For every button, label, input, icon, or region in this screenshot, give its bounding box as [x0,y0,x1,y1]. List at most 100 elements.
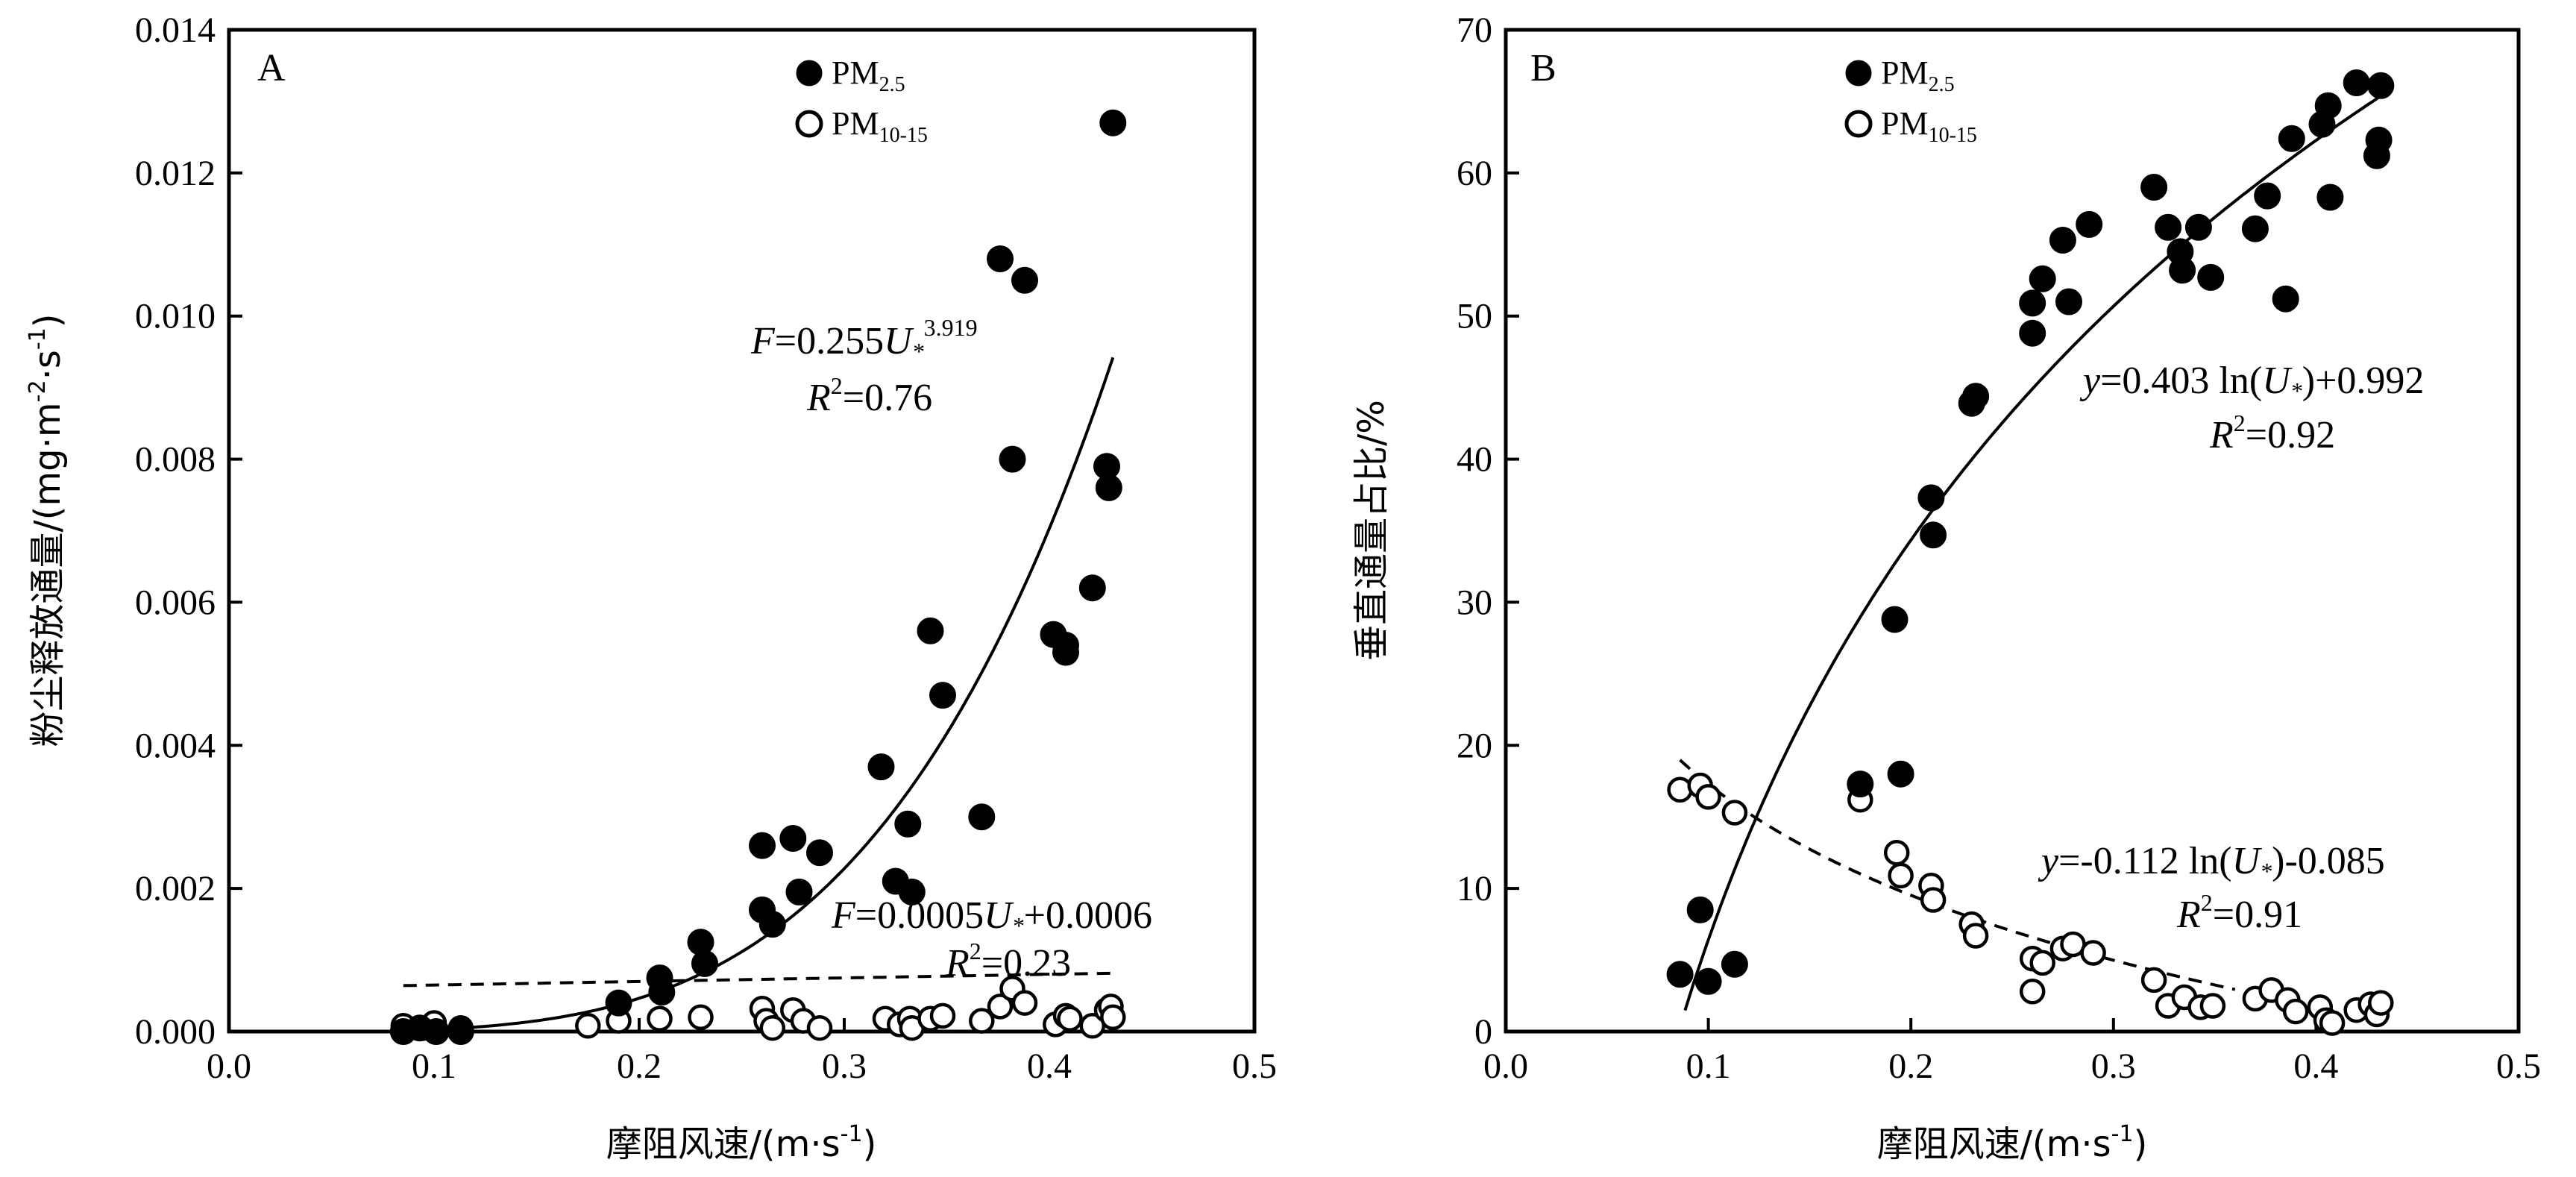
data-point-pm25 [749,832,776,859]
x-title-main: 摩阻风速/(m·s [1877,1123,2111,1165]
panel-b-data-points [1666,69,2395,1036]
data-point-pm1015 [1888,862,1914,889]
data-point-pm25 [2029,265,2056,292]
eq-var: y [2079,360,2101,402]
data-point-pm1015 [759,1014,786,1041]
panel-b-chart: 0.0 0.1 0.2 0.3 0.4 0.5 0 10 20 30 40 50 60 70 B PM2.… [1351,10,2541,1165]
panel-b-legend-marker-pm1015 [1844,110,1873,138]
panel-a-chart: 0.0 0.1 0.2 0.3 0.4 0.5 0.000 0.002 0.004 0.006 0.… [25,10,1277,1165]
data-point-pm25 [806,839,833,867]
eq-rhs: =0.255 [775,320,884,362]
eq-rhs: =0.403 ln( [2100,360,2262,402]
fit-equation-text: F=0.255U*3.919 [750,314,978,365]
x-tick-label: 0.5 [2496,1046,2541,1086]
data-point-pm25 [1095,474,1122,501]
data-point-pm25 [2278,125,2305,152]
legend-pm-subscript: 10-15 [879,124,928,147]
panel-a-tag: A [257,47,286,90]
data-point-pm25 [867,753,895,781]
x-tick-label: 0.2 [1888,1046,1933,1086]
data-point-pm25 [2155,213,2182,241]
panel-b-legend-marker-pm25 [1845,60,1872,87]
eq-var: F [831,894,856,937]
data-point-pm25 [2365,126,2393,154]
eq-u-subscript: * [2260,858,2272,885]
panel-a-plot-frame [227,28,1257,1034]
data-point-pm1015 [647,1005,673,1032]
x-tick-label: 0.4 [1027,1046,1072,1086]
r-exponent: 2 [2234,409,2246,436]
y-tick-label: 20 [1457,726,1492,765]
data-point-pm1015 [969,1008,995,1034]
eq-var: F [750,320,776,362]
r-squared-text: R2=0.91 [2176,889,2302,936]
x-tick-label: 0.5 [1232,1046,1277,1086]
panel-a-legend-label-pm1015: PM10-15 [832,105,928,147]
x-tick-label: 0.1 [412,1046,456,1086]
data-point-pm1015 [2319,1010,2346,1036]
y-title-main: 粉尘释放通量/(mg·m [27,402,69,747]
data-point-pm1015 [1011,990,1038,1016]
data-point-pm1015 [2140,967,2167,994]
panel-b-plot-frame [1504,28,2521,1034]
y-tick-label: 10 [1457,869,1492,908]
data-point-pm25 [987,245,1014,272]
fit-equation-text: y=0.403 ln(U*)+0.992 [2079,360,2424,404]
x-tick-label: 0.0 [207,1046,251,1086]
fit-line-dashed [403,971,1113,988]
data-point-pm25 [1052,638,1079,666]
data-point-pm25 [648,979,676,1006]
data-point-pm1015 [1100,1004,1126,1031]
eq-u: U [884,320,914,362]
panel-a-y-axis-title: 粉尘释放通量/(mg·m-2·s-1) [25,314,69,747]
legend-pm-label: PM [1881,105,1929,142]
panel-b-legend-label-pm1015: PM10-15 [1881,105,1977,147]
r-exponent: 2 [2201,889,2213,916]
data-point-pm25 [2140,174,2168,201]
panel-a-axes: 0.0 0.1 0.2 0.3 0.4 0.5 0.000 0.002 0.004 0.006 0.… [135,10,1277,1086]
data-point-pm25 [2049,227,2076,254]
panel-a-legend-marker-pm1015 [795,110,823,138]
y-title-mid: ·s [27,350,69,380]
panel-b-equation-pm1015: y=-0.112 ln(U*)-0.085 R2=0.91 [2038,840,2385,936]
y-tick-label: 30 [1457,583,1492,622]
data-point-pm25 [2241,215,2269,242]
data-point-pm25 [2055,288,2082,316]
y-tick-label: 0 [1474,1012,1492,1052]
data-point-pm25 [1099,109,1127,136]
x-tick-label: 0.3 [822,1046,867,1086]
eq-rhs: =-0.112 ln( [2058,840,2231,882]
data-point-pm25 [2254,182,2281,210]
panel-a-fit-lines [403,357,1115,1032]
data-point-pm1015 [987,994,1014,1020]
y-tick-label: 0.010 [135,297,216,336]
r-exponent: 2 [831,372,843,399]
data-point-pm25 [2019,289,2046,317]
eq-u-subscript: * [2290,377,2302,404]
legend-pm-label: PM [1881,54,1929,91]
data-point-pm25 [2076,210,2103,238]
eq-u-subscript: * [1012,912,1024,939]
y-tick-label: 0.004 [135,726,216,765]
panel-a-equation-pm1015: F=0.0005U*+0.0006 R2=0.23 [831,894,1152,985]
data-point-pm25 [1881,606,1909,633]
panel-a-data-points [389,109,1127,1045]
x-tick-label: 0.2 [617,1046,662,1086]
x-tick-label: 0.1 [1686,1046,1731,1086]
r-value: =0.76 [843,377,932,419]
r-var: R [945,942,970,985]
x-title-main: 摩阻风速/(m·s [606,1123,841,1165]
r-squared-text: R2=0.23 [945,938,1071,985]
data-point-pm25 [2343,69,2370,96]
panel-b-axes: 0.0 0.1 0.2 0.3 0.4 0.5 0 10 20 30 40 50 60 70 [1457,10,2541,1086]
data-point-pm1015 [575,1013,601,1039]
data-point-pm25 [779,825,807,852]
data-point-pm25 [1920,521,1947,549]
panel-a-x-axis-title: 摩阻风速/(m·s-1) [606,1121,877,1165]
data-point-pm25 [1887,760,1914,788]
x-tick-label: 0.4 [2293,1046,2338,1086]
panel-a-equation-pm25: F=0.255U*3.919 R2=0.76 [750,314,978,419]
data-point-pm25 [422,1018,450,1045]
x-tick-label: 0.3 [2091,1046,2136,1086]
